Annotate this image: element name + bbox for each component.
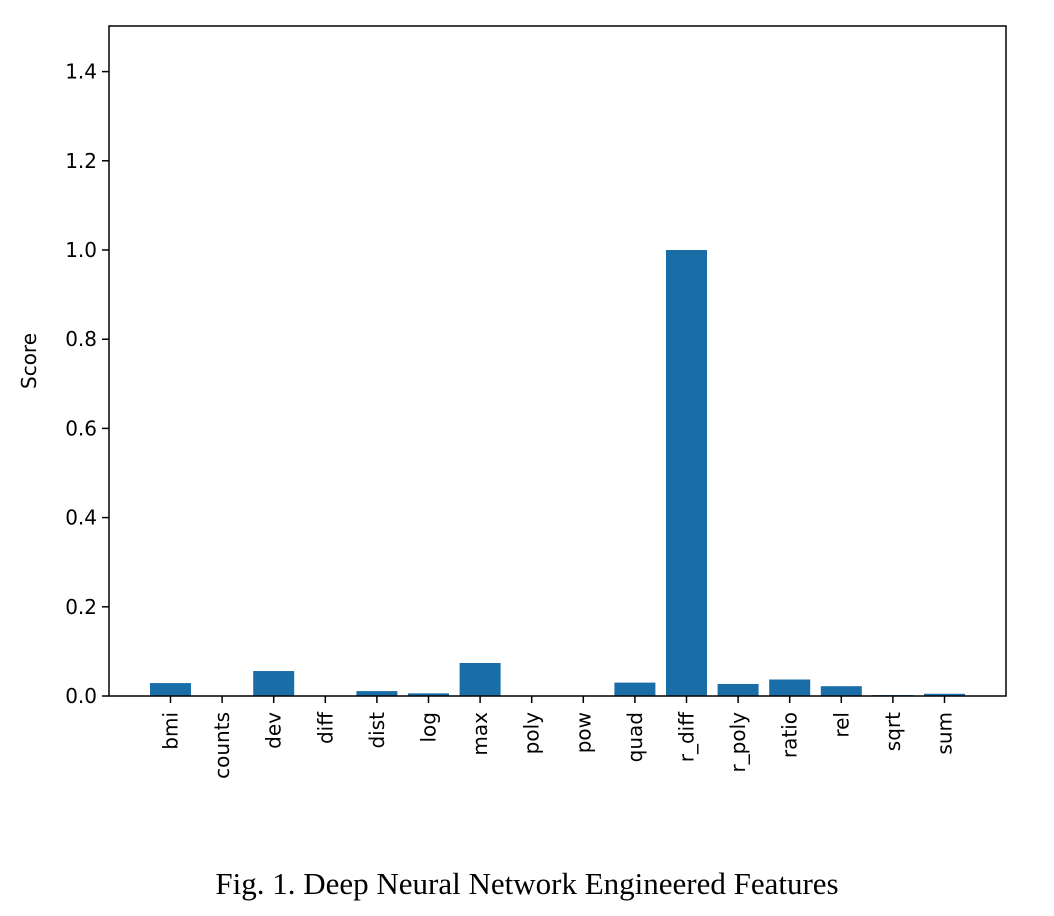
x-tick-label: log bbox=[417, 712, 441, 743]
y-tick-label: 0.0 bbox=[65, 684, 97, 708]
bar-log bbox=[408, 693, 449, 696]
x-tick-label: counts bbox=[210, 712, 234, 779]
x-tick-label: poly bbox=[520, 712, 544, 754]
plot-frame bbox=[108, 25, 1007, 697]
x-tick-label: rel bbox=[829, 712, 853, 738]
y-tick-label: 0.2 bbox=[65, 595, 97, 619]
x-tick-label: ratio bbox=[778, 712, 802, 758]
x-tick-label: bmi bbox=[159, 712, 183, 750]
bar-chart: 0.0 0.2 0.4 0.6 0.8 1.0 1.2 1.4 bmi counts dev dif… bbox=[17, 25, 1007, 779]
x-tick-label: dist bbox=[365, 712, 389, 749]
y-tick-label: 0.8 bbox=[65, 327, 97, 351]
x-tick-label: dev bbox=[262, 712, 286, 749]
x-tick-label: sum bbox=[933, 712, 957, 755]
y-tick-label: 0.4 bbox=[65, 506, 97, 530]
x-tick-label: quad bbox=[623, 712, 647, 762]
bar-r_diff bbox=[666, 250, 707, 696]
bar-dev bbox=[253, 671, 295, 696]
bar-bmi bbox=[150, 683, 191, 696]
bar-sum bbox=[924, 693, 965, 696]
y-tick-label: 1.0 bbox=[65, 238, 97, 262]
x-tick-label: r_diff bbox=[675, 711, 699, 762]
x-tick-label: diff bbox=[313, 711, 337, 744]
bar-max bbox=[459, 662, 501, 696]
bar-r_poly bbox=[717, 683, 759, 696]
bar-ratio bbox=[769, 679, 811, 696]
bar-quad bbox=[614, 682, 656, 696]
x-tick-label: sqrt bbox=[881, 712, 905, 751]
bar-dist bbox=[356, 691, 398, 696]
y-tick-label: 0.6 bbox=[65, 416, 97, 440]
x-tick-label: r_poly bbox=[726, 712, 750, 773]
y-tick-label: 1.4 bbox=[65, 60, 97, 84]
x-tick-label: max bbox=[468, 712, 492, 756]
x-tick-label: pow bbox=[571, 712, 595, 753]
bar-rel bbox=[820, 686, 862, 696]
y-axis-label: Score bbox=[17, 333, 41, 389]
y-tick-label: 1.2 bbox=[65, 149, 97, 173]
figure-caption: Fig. 1. Deep Neural Network Engineered F… bbox=[215, 866, 839, 901]
